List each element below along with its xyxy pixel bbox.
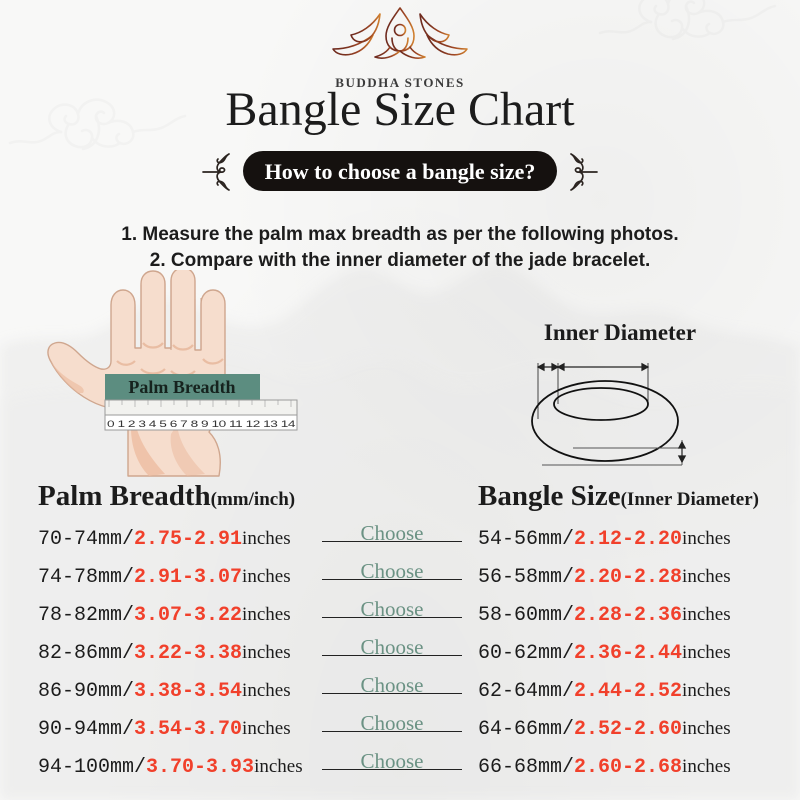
svg-text:Palm Breadth: Palm Breadth <box>128 377 235 397</box>
svg-text:0 1 2 3 4 5 6 7 8 9 10 11 12 1: 0 1 2 3 4 5 6 7 8 9 10 11 12 13 14 <box>107 419 295 429</box>
